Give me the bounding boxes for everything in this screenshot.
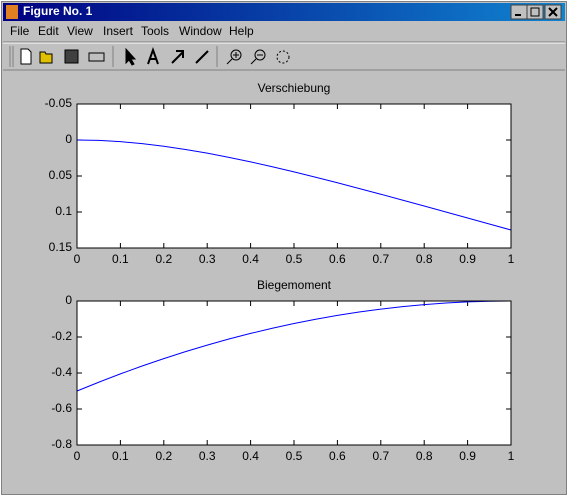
y-tick-label: -0.6: [51, 401, 72, 415]
y-tick-label: 0.05: [49, 168, 73, 182]
y-tick-label: -0.4: [51, 365, 72, 379]
x-tick-label: 0: [74, 449, 81, 463]
data-line: [76, 300, 512, 392]
y-tick-label: 0: [65, 293, 72, 307]
x-tick-label: 0.7: [372, 449, 389, 463]
x-tick-label: 0: [74, 252, 81, 266]
menu-item[interactable]: File: [10, 24, 30, 38]
close-glyph: [548, 7, 558, 17]
menu-bar: File Edit View Insert Tools Window Help: [10, 24, 254, 38]
axes-background: [77, 301, 511, 445]
toolbar: [9, 46, 290, 67]
line-icon[interactable]: [195, 50, 209, 64]
zoom-in-glyph: [226, 52, 239, 65]
x-tick-label: 0.8: [416, 449, 433, 463]
menu-item[interactable]: Help: [229, 24, 254, 38]
zoom-in-icon[interactable]: [230, 49, 242, 61]
print-icon[interactable]: [88, 52, 105, 62]
save-icon[interactable]: [64, 49, 79, 64]
zoom-out-icon[interactable]: [254, 49, 266, 61]
x-tick-label: 0.5: [286, 449, 303, 463]
x-tick-label: 0.6: [329, 449, 346, 463]
x-tick-label: 0.2: [155, 449, 172, 463]
x-tick-label: 0.8: [416, 252, 433, 266]
x-tick-label: 0.1: [112, 252, 129, 266]
menu-item[interactable]: Window: [179, 24, 222, 38]
chart-title: Verschiebung: [258, 81, 331, 95]
y-tick-label: 0.15: [49, 240, 73, 254]
minimize-button[interactable]: [510, 4, 528, 20]
menu-item[interactable]: Tools: [141, 24, 169, 38]
text-icon[interactable]: [147, 47, 159, 65]
x-tick-label: 0.4: [242, 449, 259, 463]
plot-area: Verschiebung 0 0.1 0.2 0.3 0.4 0.5 0.6 0.7 0.8 0.9…: [45, 81, 515, 463]
x-tick-label: 0.5: [286, 252, 303, 266]
x-tick-label: 0.9: [459, 252, 476, 266]
window-buttons[interactable]: [510, 4, 562, 20]
window-title: Figure No. 1: [23, 4, 93, 18]
y-tick-label: 0.1: [55, 204, 72, 218]
data-line: [76, 139, 512, 231]
x-tick-label: 1: [508, 449, 515, 463]
x-tick-label: 0.9: [459, 449, 476, 463]
axes: Biegemoment 0 0.1 0.2 0.3 0.4 0.5 0.6 0.7 0.8 0.9 1…: [51, 278, 514, 463]
x-tick-label: 0.2: [155, 252, 172, 266]
axes-box: [76, 103, 512, 249]
x-tick-label: 1: [508, 252, 515, 266]
x-tick-label: 0.3: [199, 252, 216, 266]
x-tick-label: 0.7: [372, 252, 389, 266]
maximize-glyph: [530, 7, 540, 17]
menu-item[interactable]: Edit: [38, 24, 59, 38]
maximize-button[interactable]: [526, 4, 544, 20]
x-tick-label: 0.1: [112, 449, 129, 463]
menu-item[interactable]: View: [67, 24, 93, 38]
app-icon: [6, 5, 18, 19]
x-tick-label: 0.6: [329, 252, 346, 266]
axes-background: [77, 104, 511, 248]
arrow-line-icon[interactable]: [171, 50, 184, 64]
y-tick-label: -0.8: [51, 437, 72, 451]
axes: Verschiebung 0 0.1 0.2 0.3 0.4 0.5 0.6 0.7 0.8 0.9…: [45, 81, 515, 266]
arrow-icon[interactable]: [125, 47, 137, 66]
new-icon[interactable]: [20, 48, 32, 65]
open-icon[interactable]: [39, 51, 53, 64]
y-tick-label: 0: [65, 132, 72, 146]
x-tick-label: 0.3: [199, 449, 216, 463]
x-tick-label: 0.4: [242, 252, 259, 266]
y-tick-label: -0.05: [45, 96, 73, 110]
y-tick-label: -0.2: [51, 329, 72, 343]
axes-box: [76, 300, 512, 446]
title-bar: [3, 3, 565, 21]
chart-title: Biegemoment: [257, 278, 332, 292]
menu-item[interactable]: Insert: [103, 24, 134, 38]
zoom-out-glyph: [250, 54, 263, 65]
rotate-icon[interactable]: [276, 50, 290, 64]
